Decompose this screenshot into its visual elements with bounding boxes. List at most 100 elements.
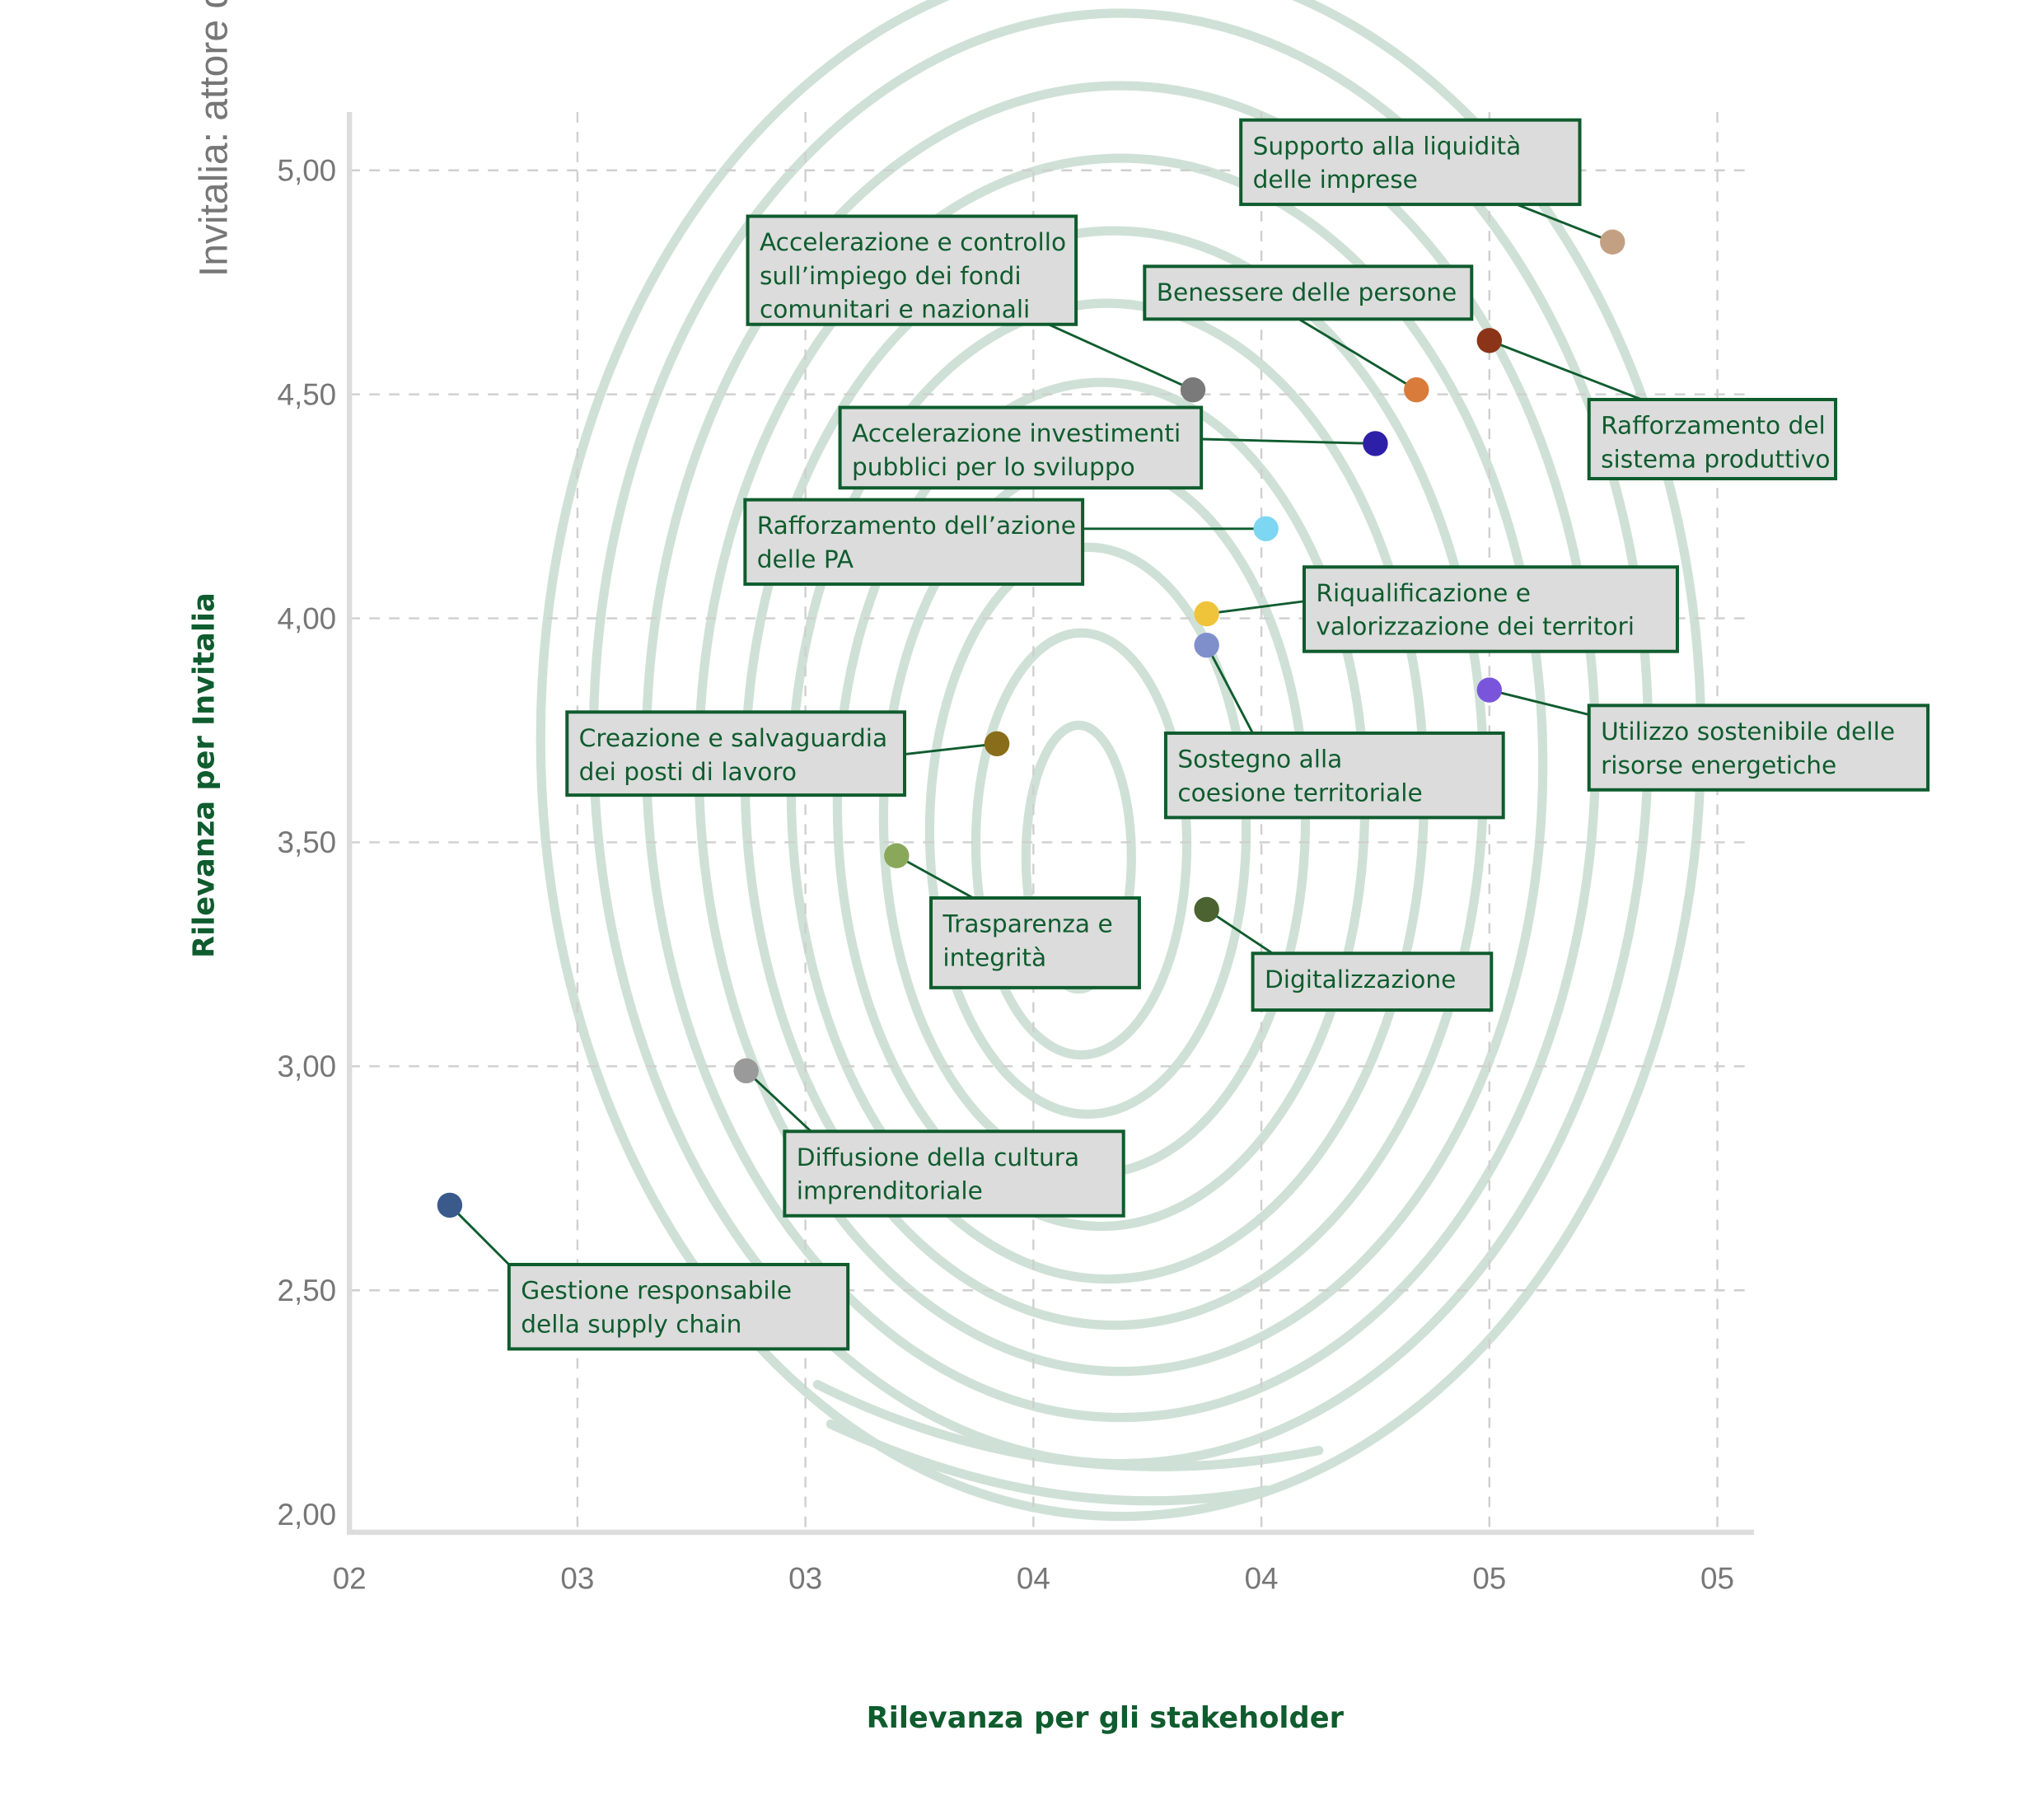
annotation: Accelerazione investimenti pubblici per l… bbox=[838, 405, 1376, 490]
leader-line bbox=[1206, 600, 1305, 615]
annotation: Digitalizzazione bbox=[1205, 908, 1494, 1012]
label-box bbox=[507, 1262, 850, 1351]
annotation: Rafforzamento dell’azione delle PA bbox=[743, 498, 1266, 587]
point bbox=[1194, 896, 1219, 923]
x-tick-label: 05 bbox=[1700, 1562, 1734, 1596]
x-tick-label: 04 bbox=[1245, 1562, 1279, 1596]
leader-line bbox=[904, 742, 998, 755]
label-box bbox=[838, 405, 1204, 490]
annotation: Trasparenza e integrità bbox=[896, 854, 1141, 989]
point-label: Sostegno alla bbox=[1177, 746, 1342, 774]
point-label: delle PA bbox=[757, 545, 854, 573]
x-tick-label: 04 bbox=[1017, 1562, 1050, 1596]
point-label: valorizzazione dei territori bbox=[1316, 613, 1635, 641]
point-label: Rafforzamento dell’azione bbox=[757, 512, 1076, 540]
label-box bbox=[1302, 565, 1679, 653]
leader-line bbox=[1489, 689, 1590, 716]
leader-line bbox=[1205, 908, 1274, 955]
leader-line bbox=[448, 1204, 510, 1265]
point-label: Utilizzo sostenibile delle bbox=[1601, 718, 1895, 746]
point-label: Benessere delle persone bbox=[1157, 278, 1457, 306]
point-label: pubblici per lo sviluppo bbox=[852, 453, 1135, 481]
point-label: Riqualificazione e bbox=[1316, 579, 1531, 607]
annotation: Supporto alla liquidità delle imprese bbox=[1239, 118, 1613, 244]
point-label: imprenditoriale bbox=[797, 1177, 983, 1205]
point-label: Gestione responsabile bbox=[521, 1277, 792, 1305]
x-tick-label: 03 bbox=[788, 1562, 822, 1596]
y-tick-label: 3,00 bbox=[278, 1050, 337, 1083]
point bbox=[1363, 431, 1388, 456]
y-tick-label: 3,50 bbox=[278, 825, 337, 859]
point-label: sistema produttivo bbox=[1601, 445, 1830, 473]
x-tick-label: 03 bbox=[560, 1562, 594, 1596]
point bbox=[1404, 377, 1429, 403]
annotation: Sostegno alla coesione territoriale bbox=[1163, 644, 1505, 820]
point-label: Accelerazione investimenti bbox=[852, 419, 1181, 447]
label-box bbox=[929, 896, 1141, 989]
side-title: Invitalia: attore d bbox=[192, 0, 236, 277]
point bbox=[1180, 377, 1206, 403]
label-box bbox=[743, 498, 1085, 587]
annotation: Diffusione della cultura imprenditoriale bbox=[745, 1069, 1125, 1218]
point bbox=[1600, 229, 1625, 255]
point-label: risorse energetiche bbox=[1601, 751, 1836, 779]
y-tick-label: 4,00 bbox=[278, 601, 337, 635]
y-tick-label: 4,50 bbox=[278, 377, 337, 411]
plot: Invitalia: attore d Rilevanza per Invita… bbox=[187, 0, 1930, 1735]
annotation: Gestione responsabile della supply chain bbox=[448, 1204, 850, 1351]
label-box bbox=[783, 1129, 1125, 1218]
point-label: coesione territoriale bbox=[1177, 779, 1422, 807]
label-box bbox=[1239, 118, 1582, 207]
point-label: integrità bbox=[942, 943, 1046, 971]
annotation: Accelerazione e controllo sull’impiego de… bbox=[746, 214, 1194, 391]
point bbox=[437, 1192, 463, 1218]
point-label: Supporto alla liquidità bbox=[1253, 132, 1522, 160]
label-box bbox=[1251, 952, 1494, 1012]
label-box bbox=[1587, 704, 1930, 792]
point-label: dei posti di lavoro bbox=[579, 758, 797, 786]
annotation: Riqualificazione e valorizzazione dei ter… bbox=[1206, 565, 1679, 653]
point-label: sull’impiego dei fondi bbox=[760, 262, 1022, 290]
label-box bbox=[565, 710, 907, 797]
annotation: Benessere delle persone bbox=[1143, 264, 1474, 391]
x-tick-label: 02 bbox=[333, 1562, 367, 1596]
label-box bbox=[1143, 264, 1474, 321]
annotation: Creazione e salvaguardia dei posti di lav… bbox=[565, 710, 998, 797]
point-label: delle imprese bbox=[1253, 166, 1418, 194]
point-label: Diffusione della cultura bbox=[797, 1143, 1079, 1171]
point-label: Accelerazione e controllo bbox=[760, 228, 1066, 256]
leader-line bbox=[1205, 644, 1254, 734]
point bbox=[1194, 601, 1219, 627]
point bbox=[733, 1058, 759, 1083]
point-label: Digitalizzazione bbox=[1265, 966, 1456, 994]
x-axis-title: Rilevanza per gli stakeholder bbox=[867, 1701, 1345, 1735]
y-tick-label: 2,00 bbox=[278, 1498, 337, 1531]
point bbox=[1253, 516, 1279, 541]
leader-line bbox=[1298, 318, 1417, 391]
point bbox=[1476, 677, 1503, 703]
leader-line bbox=[1201, 437, 1376, 445]
leader-line bbox=[745, 1069, 812, 1133]
y-tick-label: 2,50 bbox=[278, 1274, 337, 1307]
x-tick-label: 05 bbox=[1472, 1562, 1506, 1596]
leader-line bbox=[1489, 339, 1643, 401]
leader-line bbox=[1047, 323, 1194, 391]
annotation: Utilizzo sostenibile delle risorse energe… bbox=[1489, 689, 1930, 792]
label-box bbox=[1163, 731, 1505, 820]
point bbox=[984, 731, 1010, 757]
point-label: comunitari e nazionali bbox=[760, 296, 1030, 324]
y-axis-title: Rilevanza per Invitalia bbox=[187, 592, 221, 958]
annotation: Rafforzamento del sistema produttivo bbox=[1489, 339, 1838, 481]
point-label: Creazione e salvaguardia bbox=[579, 724, 887, 752]
point-label: Rafforzamento del bbox=[1601, 412, 1826, 440]
point-label: Trasparenza e bbox=[942, 910, 1112, 938]
point bbox=[1194, 632, 1219, 658]
point-label: della supply chain bbox=[521, 1310, 741, 1338]
leader-line bbox=[896, 854, 974, 900]
point bbox=[1476, 328, 1503, 353]
label-box bbox=[746, 214, 1078, 326]
label-box bbox=[1587, 397, 1838, 481]
leader-line bbox=[1516, 203, 1613, 244]
